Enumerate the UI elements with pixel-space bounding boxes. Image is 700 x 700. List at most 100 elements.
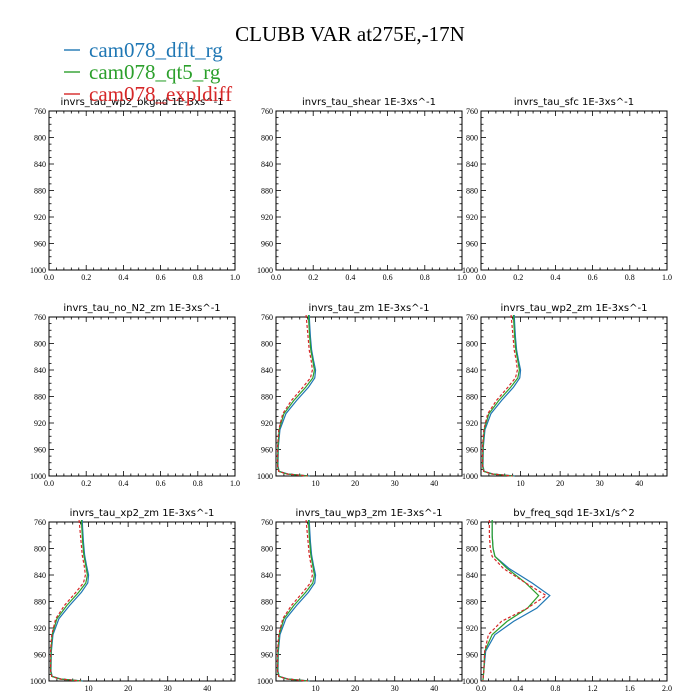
x-tick-label: 1.2 xyxy=(588,684,598,693)
y-tick-label: 800 xyxy=(34,545,46,554)
x-tick-label: 0.8 xyxy=(550,684,560,693)
y-tick-label: 960 xyxy=(261,446,273,455)
y-tick-label: 760 xyxy=(466,313,478,322)
x-tick-label: 1.0 xyxy=(230,479,240,488)
y-tick-label: 880 xyxy=(261,187,273,196)
y-tick-label: 1000 xyxy=(462,677,478,686)
x-tick-label: 40 xyxy=(430,684,438,693)
y-tick-label: 880 xyxy=(34,187,46,196)
y-tick-label: 760 xyxy=(261,107,273,116)
subplot-5: invrs_tau_zm 1E-3xs^-1 760 800 840 880 920 960… xyxy=(257,303,463,488)
x-tick-label: 1.0 xyxy=(230,273,240,282)
y-tick-label: 840 xyxy=(466,571,478,580)
y-tick-label: 760 xyxy=(466,107,478,116)
plot-frame xyxy=(48,110,236,271)
series-line-2 xyxy=(482,520,540,682)
subplot-6: invrs_tau_wp2_zm 1E-3xs^-1 760 800 840 880 92… xyxy=(462,303,668,488)
y-tick-label: 760 xyxy=(261,313,273,322)
y-tick-label: 880 xyxy=(34,393,46,402)
x-tick-label: 0.0 xyxy=(44,273,54,282)
y-tick-label: 920 xyxy=(466,624,478,633)
y-tick-label: 920 xyxy=(34,419,46,428)
y-tick-label: 760 xyxy=(261,518,273,527)
x-tick-label: 0.4 xyxy=(118,479,128,488)
y-tick-label: 960 xyxy=(466,446,478,455)
x-tick-label: 0.2 xyxy=(81,273,91,282)
y-tick-label: 960 xyxy=(261,651,273,660)
y-tick-label: 800 xyxy=(466,340,478,349)
series-line-3 xyxy=(482,520,548,682)
x-tick-label: 10 xyxy=(312,479,320,488)
series-line-2 xyxy=(276,519,316,682)
series-line-3 xyxy=(276,519,314,682)
x-tick-label: 0.8 xyxy=(193,273,203,282)
y-tick-label: 840 xyxy=(261,571,273,580)
plot-frame xyxy=(480,521,668,682)
y-tick-label: 800 xyxy=(466,545,478,554)
series-line-3 xyxy=(49,519,87,682)
x-tick-label: 2.0 xyxy=(662,684,672,693)
subplot-title: invrs_tau_zm 1E-3xs^-1 xyxy=(308,303,429,314)
y-tick-label: 920 xyxy=(34,213,46,222)
x-tick-label: 40 xyxy=(203,684,211,693)
x-tick-label: 0.4 xyxy=(550,273,560,282)
plot-frame xyxy=(48,316,236,477)
y-tick-label: 1000 xyxy=(462,472,478,481)
y-tick-label: 840 xyxy=(261,366,273,375)
x-tick-label: 20 xyxy=(124,684,132,693)
y-tick-label: 800 xyxy=(466,134,478,143)
subplot-title: invrs_tau_wp3_zm 1E-3xs^-1 xyxy=(296,508,443,519)
plot-frame xyxy=(480,110,668,271)
subplot-title: invrs_tau_no_N2_zm 1E-3xs^-1 xyxy=(63,303,220,314)
y-tick-label: 800 xyxy=(261,340,273,349)
y-tick-label: 880 xyxy=(34,598,46,607)
y-tick-label: 960 xyxy=(466,651,478,660)
y-tick-label: 880 xyxy=(466,187,478,196)
y-tick-label: 1000 xyxy=(257,266,273,275)
x-tick-label: 0.2 xyxy=(308,273,318,282)
y-tick-label: 800 xyxy=(261,134,273,143)
subplot-9: bv_freq_sqd 1E-3x1/s^2 760 800 840 880 920 960… xyxy=(462,508,672,693)
series-line-2 xyxy=(276,314,316,477)
legend: cam078_dflt_rgcam078_qt5_rgcam078_expldi… xyxy=(64,38,232,106)
y-tick-label: 960 xyxy=(34,240,46,249)
subplot-title: invrs_tau_shear 1E-3xs^-1 xyxy=(302,97,436,108)
y-tick-label: 920 xyxy=(466,419,478,428)
subplot-title: bv_freq_sqd 1E-3x1/s^2 xyxy=(513,508,635,519)
subplot-title: invrs_tau_wp2_zm 1E-3xs^-1 xyxy=(501,303,648,314)
x-tick-label: 0.8 xyxy=(420,273,430,282)
subplot-title: invrs_tau_wp2_bkgnd 1E-3xs^-1 xyxy=(60,97,223,108)
x-tick-label: 40 xyxy=(635,479,643,488)
x-tick-label: 1.0 xyxy=(457,273,467,282)
subplot-1: invrs_tau_wp2_bkgnd 1E-3xs^-1 760 800 840 88… xyxy=(30,97,240,282)
x-tick-label: 20 xyxy=(351,479,359,488)
x-tick-label: 0.0 xyxy=(476,684,486,693)
y-tick-label: 840 xyxy=(466,366,478,375)
x-tick-label: 0.2 xyxy=(513,273,523,282)
x-tick-label: 30 xyxy=(596,479,604,488)
x-tick-label: 0.6 xyxy=(156,479,166,488)
subplot-4: invrs_tau_no_N2_zm 1E-3xs^-1 760 800 840 880… xyxy=(30,303,240,488)
plot-frame xyxy=(275,521,463,682)
y-tick-label: 920 xyxy=(261,624,273,633)
x-tick-label: 0.4 xyxy=(118,273,128,282)
plot-frame xyxy=(275,316,463,477)
y-tick-label: 800 xyxy=(261,545,273,554)
x-tick-label: 0.0 xyxy=(271,273,281,282)
series-line-2 xyxy=(49,519,89,682)
plot-frame xyxy=(480,316,668,477)
plot-frame xyxy=(48,521,236,682)
y-tick-label: 840 xyxy=(34,160,46,169)
subplot-2: invrs_tau_shear 1E-3xs^-1 760 800 840 880 920… xyxy=(257,97,467,282)
y-tick-label: 920 xyxy=(261,213,273,222)
subplot-3: invrs_tau_sfc 1E-3xs^-1 760 800 840 880 920 96… xyxy=(462,97,672,282)
y-tick-label: 840 xyxy=(261,160,273,169)
y-tick-label: 960 xyxy=(261,240,273,249)
y-tick-label: 960 xyxy=(34,446,46,455)
y-tick-label: 1000 xyxy=(462,266,478,275)
x-tick-label: 10 xyxy=(517,479,525,488)
x-tick-label: 0.0 xyxy=(476,273,486,282)
y-tick-label: 760 xyxy=(34,518,46,527)
subplot-title: invrs_tau_xp2_zm 1E-3xs^-1 xyxy=(70,508,215,519)
x-tick-label: 10 xyxy=(312,684,320,693)
